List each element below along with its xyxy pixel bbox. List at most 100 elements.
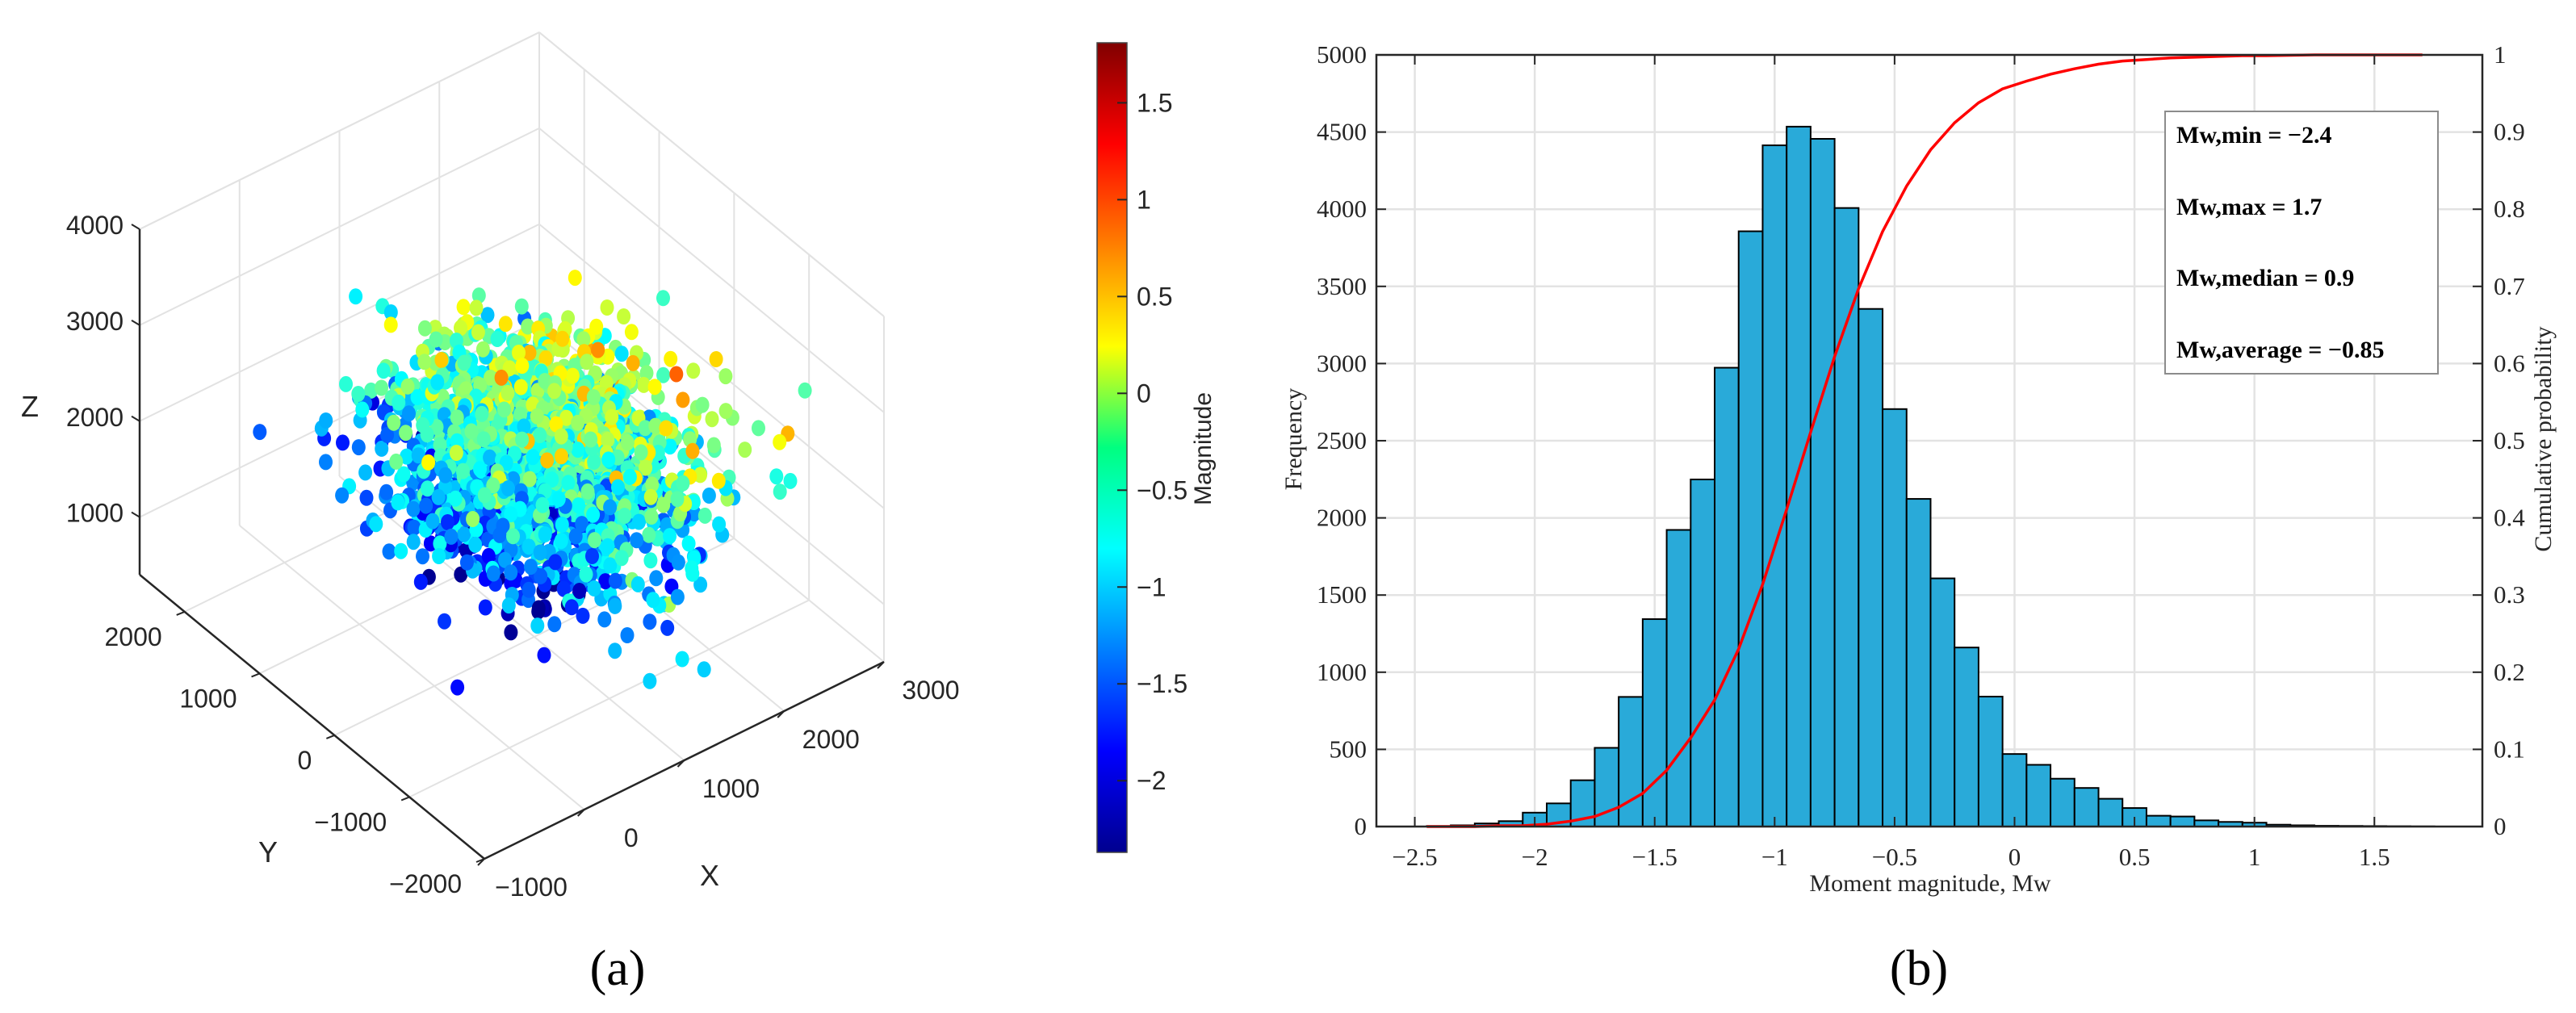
scatter-point	[432, 548, 446, 564]
scatter-point	[425, 513, 440, 530]
scatter-point	[534, 567, 548, 584]
caption-a: (a)	[590, 941, 646, 996]
scatter-point	[456, 463, 470, 479]
scatter-point	[556, 580, 571, 597]
y-tick-label: 4500	[1317, 118, 1367, 146]
box-edge	[139, 31, 540, 230]
scatter-point	[376, 362, 391, 379]
scatter-point	[478, 599, 492, 616]
scatter-point	[608, 597, 622, 614]
scatter-point	[572, 583, 587, 599]
scatter-point	[620, 627, 635, 643]
y-tick-label: 0	[298, 746, 312, 775]
scatter-point	[392, 394, 406, 411]
scatter-point	[504, 564, 518, 581]
scatter-point	[380, 426, 395, 443]
histogram-bar	[2169, 815, 2196, 828]
scatter-point	[614, 345, 629, 362]
colorbar-gradient	[1096, 42, 1128, 853]
scatter-point	[773, 433, 787, 450]
colorbar-tick-label: 0.5	[1137, 282, 1172, 311]
scatter-point	[642, 526, 656, 543]
scatter-point	[364, 382, 379, 399]
scatter-point	[630, 576, 645, 592]
scatter-point	[663, 528, 677, 545]
histogram-bar	[1809, 138, 1836, 827]
scatter-point	[614, 550, 629, 567]
scatter-point	[387, 414, 401, 431]
scatter-point	[402, 405, 416, 422]
gridline	[139, 127, 540, 326]
x-tick-label: 1.5	[2359, 843, 2390, 871]
x-tick	[877, 661, 885, 669]
scatter-point	[572, 497, 586, 514]
y2-axis-label-cumulative: Cumulative probability	[2530, 326, 2557, 551]
scatter-point	[585, 548, 599, 564]
x-axis-label: X	[700, 859, 719, 892]
gridline	[139, 223, 540, 422]
scatter-point	[540, 452, 555, 469]
y-tick-label: 4000	[1317, 195, 1367, 223]
scatter-point	[514, 298, 529, 315]
scatter-point	[554, 428, 568, 445]
x-tick-label: −2.5	[1392, 843, 1437, 871]
scatter-point	[456, 299, 471, 316]
scatter-point	[601, 451, 616, 468]
x-axis-label-moment-magnitude: Moment magnitude, Mw	[1809, 870, 2050, 897]
scatter-point	[406, 534, 421, 550]
scatter-point	[421, 480, 434, 497]
gridline	[408, 599, 810, 798]
scatter-point	[545, 471, 559, 488]
z-axis-label: Z	[21, 390, 39, 423]
scatter-point	[697, 507, 712, 524]
y-axis-label: Y	[258, 835, 278, 869]
scatter-point	[587, 580, 601, 596]
z-tick-label: 2000	[66, 403, 124, 432]
scatter-point	[547, 616, 562, 633]
histogram-bar	[2097, 797, 2124, 827]
scatter-point	[253, 424, 267, 441]
y-axis-line	[139, 574, 485, 860]
scatter-point	[531, 603, 546, 620]
x-tick-label: 2000	[802, 725, 860, 754]
scatter-point	[515, 358, 530, 375]
x-tick-label: −1000	[495, 873, 568, 902]
scatter-point	[644, 509, 659, 525]
scatter-point	[555, 517, 569, 533]
scatter-point	[530, 408, 544, 425]
scatter-point	[484, 369, 497, 386]
histogram-bar	[1665, 529, 1692, 827]
scatter-point	[400, 448, 414, 465]
histogram-bar	[1761, 144, 1788, 827]
scatter-point	[521, 318, 535, 335]
x-tick-label: −0.5	[1872, 843, 1917, 871]
scatter-point	[624, 324, 639, 341]
scatter-point	[492, 526, 507, 543]
scatter-point	[601, 431, 615, 448]
y-tick-label: −1000	[314, 807, 387, 836]
scatter-point	[685, 442, 700, 459]
scatter-point	[589, 318, 604, 335]
colorbar-tick-label: −1	[1137, 572, 1166, 601]
y-tick	[251, 672, 260, 678]
y2-tick-label: 0.1	[2494, 735, 2525, 763]
colorbar-tick-label: 0	[1137, 379, 1151, 408]
scatter-point	[597, 611, 612, 628]
scatter-point	[339, 375, 353, 392]
histogram-bar	[2073, 787, 2100, 828]
scatter-point	[449, 445, 463, 461]
scatter-point	[568, 270, 582, 287]
scatter-point	[561, 475, 576, 492]
y2-tick-label: 1	[2494, 40, 2507, 69]
scatter-point	[475, 405, 489, 422]
scatter-point	[576, 607, 590, 624]
scatter-point	[471, 324, 485, 341]
scatter-point	[382, 543, 396, 560]
scatter-point	[659, 420, 673, 437]
scatter-point	[486, 565, 501, 582]
scatter-point	[705, 411, 719, 428]
scatter-point	[454, 320, 467, 337]
scatter-point	[695, 396, 710, 413]
histogram-bar	[1882, 408, 1908, 827]
